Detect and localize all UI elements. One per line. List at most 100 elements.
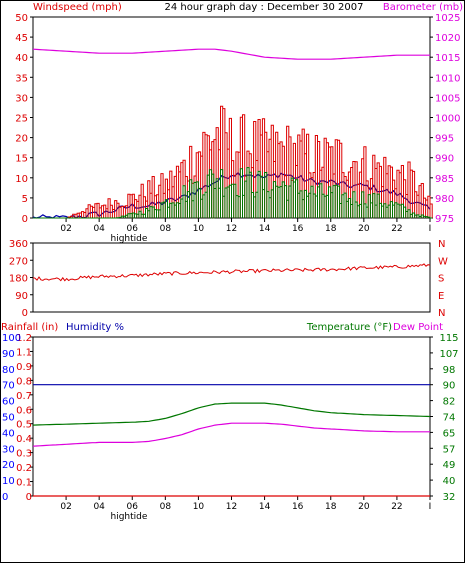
humidity-tick-label: 50	[2, 413, 15, 424]
x-tick-label: 08	[160, 224, 172, 234]
humidity-tick-label: 0	[2, 492, 8, 503]
direction-tick-label: 360	[9, 239, 28, 250]
humidity-tick-label: 40	[2, 428, 15, 439]
x-tick-label: 16	[292, 502, 304, 512]
barometer-tick-label: 1020	[435, 33, 460, 44]
plot-area	[32, 336, 431, 497]
x-tick-label: 02	[60, 224, 71, 234]
humidity-tick-label: 80	[2, 365, 15, 376]
x-tick-label: 22	[391, 224, 402, 234]
x-tick-label: 14	[259, 502, 271, 512]
windspeed-tick-label: 20	[15, 134, 28, 145]
rainfall-tick-label: 1.2	[16, 333, 32, 344]
direction-tick-label: 90	[15, 291, 28, 302]
barometer-tick-label: 1025	[435, 13, 460, 24]
rainfall-tick-label: 0.3	[16, 449, 32, 460]
humidity-tick-label: 70	[2, 381, 15, 392]
compass-label: N	[438, 239, 445, 250]
temperature-tick-label: 57	[443, 444, 456, 455]
temperature-tick-label: 74	[443, 413, 456, 424]
temperature-tick-label: 32	[443, 492, 456, 503]
barometer-axis-title: Barometer (mb)	[383, 2, 463, 13]
windspeed-tick-label: 25	[15, 114, 28, 125]
x-tick-label: 22	[391, 502, 402, 512]
rainfall-tick-label: 0.8	[16, 376, 32, 387]
barometer-tick-label: 1015	[435, 53, 460, 64]
temperature-axis-title: Temperature (°F)	[306, 322, 392, 333]
rainfall-tick-label: 0.5	[16, 420, 32, 431]
compass-label: W	[438, 256, 448, 267]
x-tick-label: 18	[325, 502, 337, 512]
x-tick-label: 20	[358, 502, 370, 512]
x-tick-label: 10	[193, 502, 205, 512]
x-tick-label: 14	[259, 224, 271, 234]
temperature-tick-label: 49	[443, 460, 456, 471]
temperature-tick-label: 90	[443, 381, 456, 392]
compass-label: E	[438, 291, 444, 302]
temperature-tick-label: 115	[439, 333, 458, 344]
windspeed-tick-label: 10	[15, 174, 28, 185]
barometer-tick-label: 990	[435, 154, 454, 165]
rainfall-axis-title: Rainfall (in)	[1, 322, 58, 333]
humidity-tick-label: 10	[2, 476, 15, 487]
rainfall-tick-label: 0.2	[16, 463, 32, 474]
x-tick-label: I	[429, 502, 432, 512]
temperature-tick-label: 107	[439, 349, 458, 360]
plot-area	[32, 242, 431, 313]
windspeed-tick-label: 0	[22, 214, 28, 225]
graph-title: 24 hour graph day : December 30 2007	[165, 2, 364, 13]
compass-label: S	[438, 274, 444, 285]
rainfall-tick-label: 0.1	[16, 478, 32, 489]
barometer-tick-label: 980	[435, 194, 454, 205]
direction-tick-label: 0	[22, 308, 28, 319]
humidity-axis-title: Humidity %	[66, 322, 124, 333]
humidity-tick-label: 30	[2, 444, 15, 455]
compass-label: N	[438, 308, 445, 319]
humidity-tick-label: 100	[2, 333, 21, 344]
windspeed-tick-label: 15	[15, 154, 28, 165]
windspeed-tick-label: 30	[15, 93, 28, 104]
windspeed-axis-title: Windspeed (mph)	[33, 2, 122, 13]
barometer-tick-label: 1000	[435, 114, 460, 125]
x-tick-label: 06	[127, 224, 139, 234]
windspeed-tick-label: 40	[15, 53, 28, 64]
barometer-tick-label: 995	[435, 134, 454, 145]
x-tick-label: 16	[292, 224, 304, 234]
x-tick-label: 18	[325, 224, 337, 234]
average-wind-series	[33, 167, 433, 219]
humidity-tick-label: 60	[2, 397, 15, 408]
direction-tick-label: 270	[9, 256, 28, 267]
rainfall-tick-label: 0.7	[16, 391, 32, 402]
barometer-tick-label: 1010	[435, 73, 460, 84]
humidity-tick-label: 90	[2, 349, 15, 360]
x-tick-label: 04	[93, 224, 105, 234]
x-tick-label: 06	[127, 502, 139, 512]
windspeed-tick-label: 45	[15, 33, 28, 44]
dewpoint-axis-title: Dew Point	[393, 322, 443, 333]
x-tick-label: 02	[60, 502, 71, 512]
temperature-tick-label: 82	[443, 397, 456, 408]
x-tick-label: 04	[93, 502, 105, 512]
x-tick-label: 12	[226, 502, 237, 512]
humidity-tick-label: 20	[2, 460, 15, 471]
barometer-tick-label: 975	[435, 214, 454, 225]
temperature-line	[32, 402, 431, 426]
rainfall-tick-label: 0.9	[16, 362, 32, 373]
rain-humidity-temperature-panel: Rainfall (in) Humidity % Temperature (°F) D…	[1, 322, 459, 522]
hightide-annotation: hightide	[110, 234, 147, 244]
wind-direction-line	[32, 263, 431, 282]
windspeed-tick-label: 50	[15, 13, 28, 24]
temperature-tick-label: 65	[443, 428, 456, 439]
rainfall-tick-label: 0.6	[16, 405, 32, 416]
barometer-line	[32, 48, 430, 60]
dewpoint-line	[32, 422, 430, 447]
x-tick-label: 08	[160, 502, 172, 512]
windspeed-tick-label: 35	[15, 73, 28, 84]
x-tick-label: 12	[226, 224, 237, 234]
temperature-tick-label: 40	[443, 476, 456, 487]
rainfall-tick-label: 1.1	[16, 347, 32, 358]
gust-series	[33, 105, 433, 219]
x-tick-label: I	[429, 224, 432, 234]
